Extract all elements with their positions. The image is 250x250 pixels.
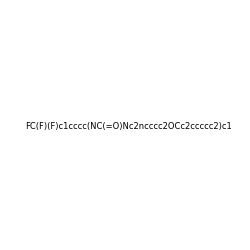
Text: FC(F)(F)c1cccc(NC(=O)Nc2ncccc2OCc2ccccc2)c1: FC(F)(F)c1cccc(NC(=O)Nc2ncccc2OCc2ccccc2… [25,122,232,131]
